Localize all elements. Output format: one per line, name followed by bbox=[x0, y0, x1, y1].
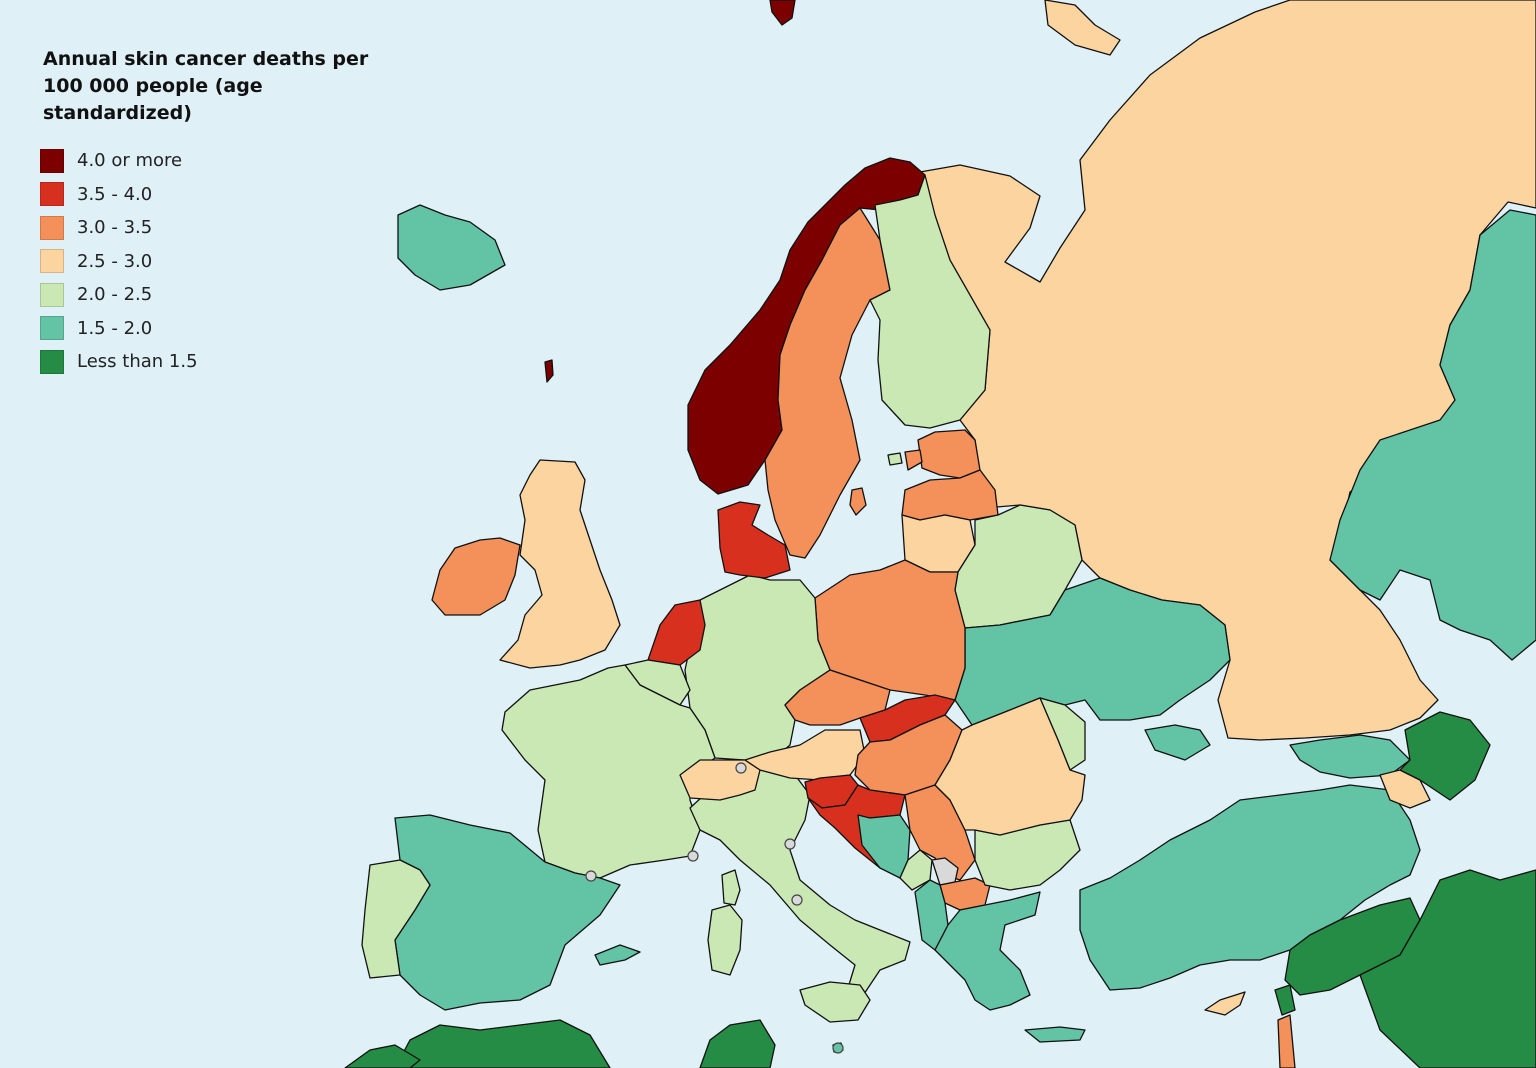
legend-label: 3.5 - 4.0 bbox=[77, 183, 153, 205]
legend-item: 1.5 - 2.0 bbox=[40, 312, 373, 346]
legend-label: 1.5 - 2.0 bbox=[77, 317, 153, 339]
andorra-marker bbox=[585, 870, 597, 882]
legend-swatch bbox=[40, 215, 64, 240]
region-tunisia bbox=[699, 1019, 776, 1068]
legend-label: 2.5 - 3.0 bbox=[77, 250, 153, 272]
region-faroe-islands bbox=[544, 359, 554, 383]
region-balearic-islands bbox=[594, 944, 641, 966]
legend-item: Less than 1.5 bbox=[40, 345, 373, 379]
region-israel bbox=[1277, 1014, 1296, 1068]
legend-swatch bbox=[40, 182, 64, 207]
region-ireland bbox=[431, 537, 521, 616]
region-sweden bbox=[764, 207, 891, 559]
legend-label: 3.0 - 3.5 bbox=[77, 217, 153, 239]
legend-label: 4.0 or more bbox=[77, 150, 183, 172]
region-united-kingdom bbox=[499, 459, 621, 669]
legend-swatch bbox=[40, 349, 64, 374]
region-kazakhstan bbox=[1329, 209, 1536, 661]
region-iceland bbox=[397, 204, 506, 291]
legend-label: Less than 1.5 bbox=[77, 351, 198, 373]
malta-marker bbox=[832, 1042, 844, 1054]
legend-item: 3.0 - 3.5 bbox=[40, 211, 373, 245]
region-novaya-zemlya bbox=[1044, 0, 1121, 56]
region-crete bbox=[1024, 1026, 1086, 1043]
san-marino-marker bbox=[784, 838, 796, 850]
legend-swatch bbox=[40, 316, 64, 341]
region-portugal bbox=[361, 859, 431, 979]
legend-label: 2.0 - 2.5 bbox=[77, 284, 153, 306]
region-sardinia bbox=[707, 904, 743, 976]
legend-item: 3.5 - 4.0 bbox=[40, 178, 373, 212]
map-legend: Annual skin cancer deaths per 100 000 pe… bbox=[40, 46, 373, 379]
legend-title: Annual skin cancer deaths per 100 000 pe… bbox=[43, 48, 369, 124]
region-lebanon bbox=[1274, 984, 1296, 1016]
region-azerbaijan bbox=[1399, 711, 1491, 801]
monaco-marker bbox=[687, 850, 699, 862]
region-gotland bbox=[849, 487, 867, 516]
legend-swatch bbox=[40, 249, 64, 274]
legend-item: 2.0 - 2.5 bbox=[40, 278, 373, 312]
region-cyprus bbox=[1204, 991, 1246, 1016]
region-morocco bbox=[344, 1044, 421, 1068]
microstate-markers bbox=[585, 762, 844, 1054]
region-turkey bbox=[1079, 784, 1421, 991]
region-denmark bbox=[717, 501, 791, 579]
region-kosovo bbox=[931, 857, 959, 886]
liechtenstein-marker bbox=[735, 762, 747, 774]
region-sicily bbox=[799, 981, 871, 1023]
region-crimea bbox=[1144, 724, 1211, 761]
region-finland bbox=[869, 174, 991, 429]
region-corsica bbox=[721, 869, 741, 906]
region-greece bbox=[934, 891, 1041, 1011]
legend-swatch bbox=[40, 282, 64, 307]
region-georgia bbox=[1289, 734, 1411, 779]
region-netherlands bbox=[647, 599, 706, 666]
region-romania bbox=[934, 697, 1086, 836]
vatican-marker bbox=[791, 894, 803, 906]
region-aland bbox=[887, 452, 903, 466]
legend-item: 2.5 - 3.0 bbox=[40, 245, 373, 279]
region-north-macedonia bbox=[939, 877, 991, 911]
region-saaremaa bbox=[904, 449, 923, 471]
region-iraq bbox=[1359, 869, 1536, 1068]
region-algeria bbox=[394, 1019, 611, 1068]
legend-swatch bbox=[40, 148, 64, 173]
region-svalbard bbox=[769, 0, 796, 26]
legend-item: 4.0 or more bbox=[40, 144, 373, 178]
